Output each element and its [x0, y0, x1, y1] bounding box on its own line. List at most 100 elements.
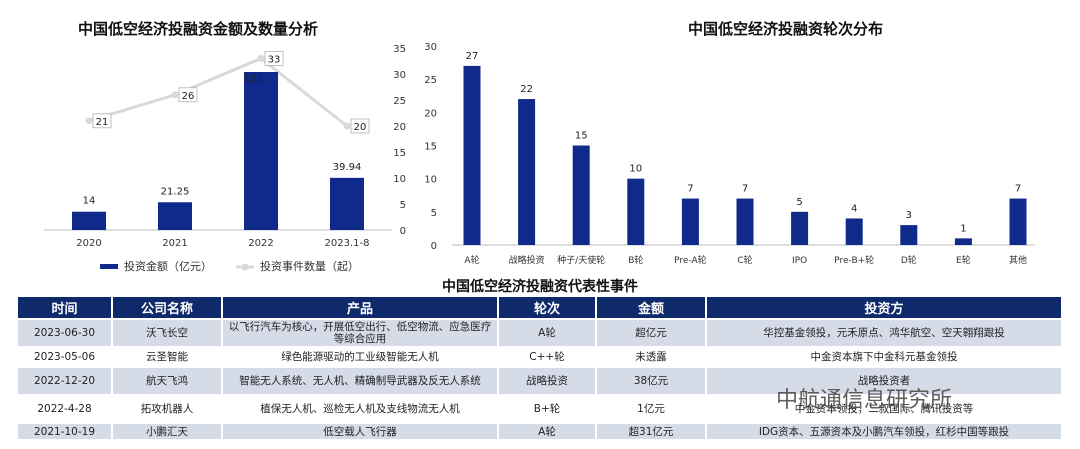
events-table: 时间 公司名称 产品 轮次 金额 投资方 2023-06-30 沃飞长空 以飞行… — [18, 297, 1063, 439]
round-bar-label: 4 — [851, 203, 857, 214]
cell-time: 2023-05-06 — [18, 346, 113, 367]
investment-bar-label: 39.94 — [333, 162, 362, 173]
round-bar-label: 10 — [629, 164, 642, 175]
right-x-tick-label: B轮 — [628, 254, 643, 266]
event-count-label: 26 — [182, 91, 195, 102]
header-time: 时间 — [18, 297, 113, 319]
cell-product: 以飞行汽车为核心，开展低空出行、低空物流、应急医疗等综合应用 — [222, 318, 499, 347]
cell-amount: 1亿元 — [596, 394, 707, 423]
right-x-tick-label: 其他 — [1009, 254, 1027, 266]
round-bar-label: 7 — [742, 184, 748, 195]
cell-amount: 38亿元 — [596, 366, 707, 395]
cell-investors: 华控基金领投，元禾原点、鸿华航空、空天翱翔跟投 — [706, 318, 1063, 347]
cell-time: 2022-4-28 — [18, 394, 113, 423]
right-x-tick-label: Pre-B+轮 — [834, 254, 874, 266]
left-x-tick-label: 2023.1-8 — [325, 238, 370, 249]
round-bar-label: 3 — [906, 210, 912, 221]
cell-amount: 超31亿元 — [596, 422, 707, 439]
cell-company: 云圣智能 — [112, 346, 223, 367]
left-y2-tick-label: 20 — [393, 122, 406, 133]
round-bar — [1009, 198, 1027, 245]
right-chart-title: 中国低空经济投融资轮次分布 — [688, 20, 884, 38]
investment-bar-label: 121 — [243, 74, 262, 85]
round-bar-label: 22 — [520, 84, 533, 95]
right-y-tick-label: 25 — [424, 75, 437, 86]
right-x-tick-label: D轮 — [901, 254, 917, 266]
round-bar — [791, 211, 809, 245]
cell-product: 智能无人系统、无人机、精确制导武器及反无人系统 — [222, 366, 499, 395]
round-bar — [954, 238, 972, 245]
table-header-row: 时间 公司名称 产品 轮次 金额 投资方 — [18, 297, 1063, 319]
event-count-point — [171, 91, 179, 99]
left-y2-tick-label: 10 — [393, 174, 406, 185]
event-count-label-box — [264, 51, 284, 66]
cell-time: 2021-10-19 — [18, 422, 113, 439]
event-count-label: 20 — [354, 122, 367, 133]
event-count-point — [257, 54, 265, 62]
legend-swatch-amount — [100, 264, 118, 269]
legend-label-amount: 投资金额（亿元） — [124, 259, 212, 273]
round-bar — [900, 225, 918, 245]
left-x-tick-label: 2021 — [162, 238, 187, 249]
cell-company: 航天飞鸿 — [112, 366, 223, 395]
cell-investors: 中金资本领投，二叔国际、腾讯投资等 — [706, 394, 1063, 423]
right-y-tick-label: 5 — [431, 208, 437, 219]
legend-label-count: 投资事件数量（起） — [260, 259, 359, 273]
right-y-tick-label: 20 — [424, 108, 437, 119]
round-bar — [463, 65, 481, 246]
round-bar — [518, 99, 536, 245]
right-y-tick-label: 30 — [424, 42, 437, 53]
round-bar-label: 15 — [575, 131, 588, 142]
watermark-text: 中航通信息研究所 — [776, 388, 953, 413]
table-row: 2022-12-20 航天飞鸿 智能无人系统、无人机、精确制导武器及反无人系统 … — [18, 366, 1063, 395]
event-count-line — [88, 56, 348, 128]
cell-product: 绿色能源驱动的工业级智能无人机 — [222, 346, 499, 367]
left-y2-tick-label: 15 — [393, 148, 406, 159]
round-bar — [736, 198, 754, 245]
investment-bar — [244, 72, 278, 230]
round-bar-label: 7 — [1015, 184, 1021, 195]
investment-bar — [330, 177, 364, 230]
right-x-tick-label: E轮 — [956, 254, 971, 266]
event-count-label-box — [92, 113, 112, 129]
cell-product: 植保无人机、巡检无人机及支线物流无人机 — [222, 394, 499, 423]
round-bar — [681, 198, 699, 245]
table-row: 2021-10-19 小鹏汇天 低空载人飞行器 A轮 超31亿元 IDG资本、五… — [18, 422, 1063, 439]
investment-bar-label: 14 — [83, 196, 96, 207]
cell-time: 2022-12-20 — [18, 366, 113, 395]
event-count-label: 33 — [268, 54, 281, 65]
cell-round: A轮 — [498, 318, 597, 347]
cell-investors: IDG资本、五源资本及小鹏汽车领投，红杉中国等跟投 — [706, 422, 1063, 439]
round-bar-label: 27 — [466, 51, 479, 62]
cell-round: C++轮 — [498, 346, 597, 367]
left-y2-tick-label: 5 — [400, 200, 406, 211]
right-y-tick-label: 10 — [424, 175, 437, 186]
header-product: 产品 — [222, 297, 499, 319]
right-y-tick-label: 15 — [424, 142, 437, 153]
right-x-tick-label: 种子/天使轮 — [557, 254, 605, 266]
investment-bar-label: 21.25 — [161, 186, 190, 197]
round-bar-label: 7 — [687, 184, 693, 195]
left-y2-tick-label: 30 — [393, 70, 406, 81]
table-row: 2023-06-30 沃飞长空 以飞行汽车为核心，开展低空出行、低空物流、应急医… — [18, 318, 1063, 347]
cell-company: 沃飞长空 — [112, 318, 223, 347]
event-count-label: 21 — [96, 117, 109, 128]
round-bar-label: 5 — [796, 197, 802, 208]
cell-time: 2023-06-30 — [18, 318, 113, 347]
table-row: 2023-05-06 云圣智能 绿色能源驱动的工业级智能无人机 C++轮 未透露… — [18, 346, 1063, 367]
cell-product: 低空载人飞行器 — [222, 422, 499, 439]
event-count-point — [343, 122, 351, 130]
left-y2-tick-label: 0 — [400, 226, 406, 237]
cell-round: 战略投资 — [498, 366, 597, 395]
right-y-tick-label: 0 — [431, 241, 437, 252]
header-company: 公司名称 — [112, 297, 223, 319]
right-x-tick-label: IPO — [792, 256, 807, 266]
table-row: 2022-4-28 拓攻机器人 植保无人机、巡检无人机及支线物流无人机 B+轮 … — [18, 394, 1063, 423]
left-y2-tick-label: 35 — [393, 44, 406, 55]
header-amount: 金额 — [596, 297, 707, 319]
cell-company: 拓攻机器人 — [112, 394, 223, 423]
cell-amount: 超亿元 — [596, 318, 707, 347]
legend-marker-count — [241, 263, 249, 271]
cell-investors: 中金资本旗下中金科元基金领投 — [706, 346, 1063, 367]
cell-round: A轮 — [498, 422, 597, 439]
